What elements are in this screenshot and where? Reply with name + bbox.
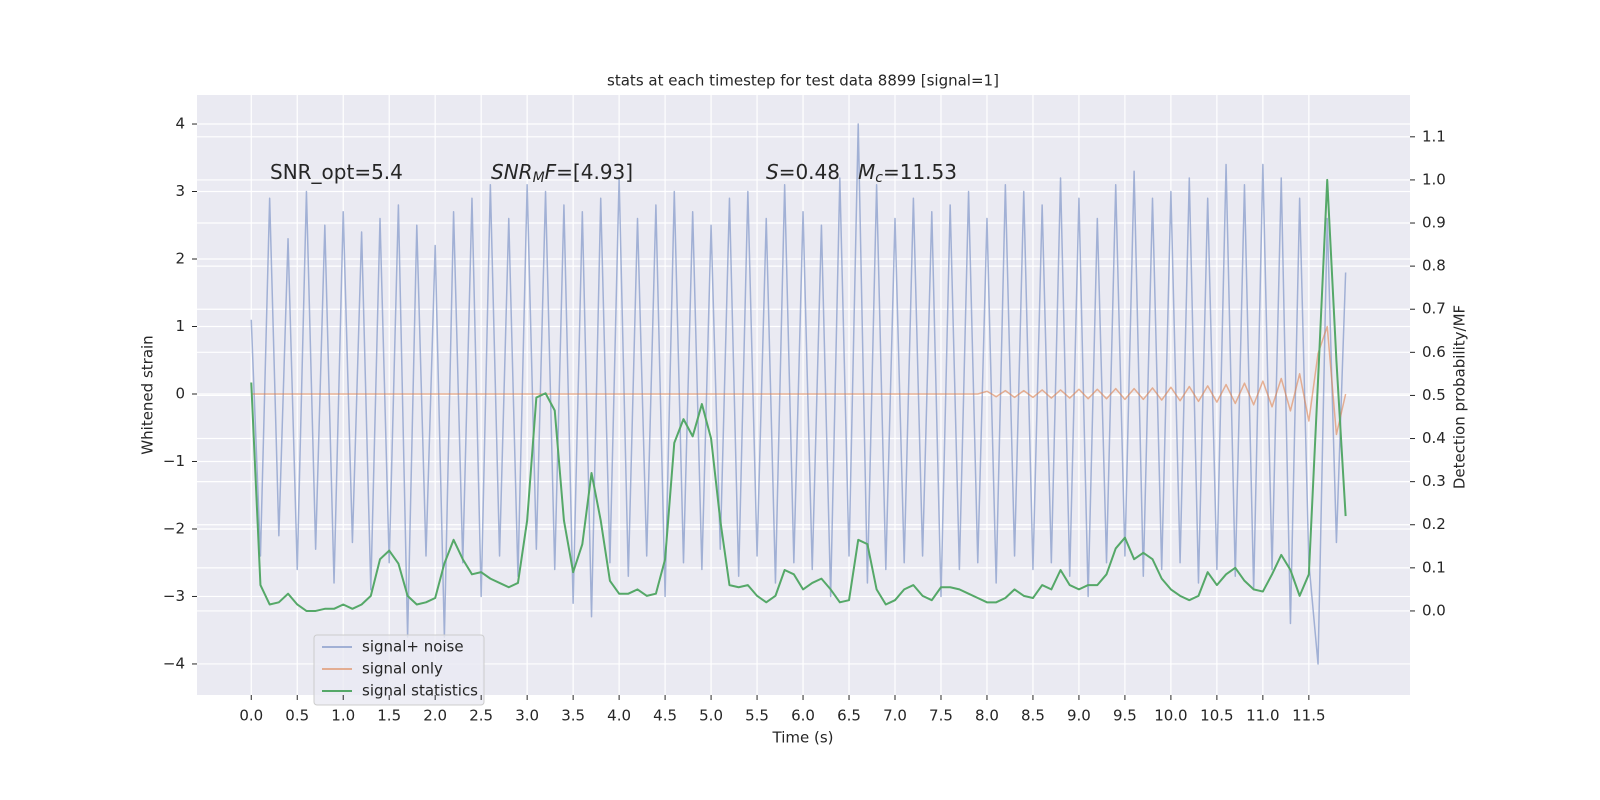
x-axis-label: Time (s): [772, 729, 834, 747]
x-tick-label: 5.5: [745, 707, 769, 725]
y2-tick-label: 0.4: [1422, 429, 1446, 447]
y2-tick-label: 0.1: [1422, 558, 1446, 576]
y-tick-label: −2: [163, 519, 185, 537]
x-tick-label: 4.5: [653, 707, 677, 725]
y-tick-label: 1: [175, 317, 185, 335]
y2-tick-label: 1.1: [1422, 127, 1446, 145]
annotation-part: =[4.93]: [556, 160, 633, 184]
y-tick-label: 2: [175, 250, 185, 268]
x-tick-label: 11.5: [1292, 707, 1325, 725]
x-tick-label: 6.0: [791, 707, 815, 725]
x-tick-label: 0.5: [285, 707, 309, 725]
annotation-part: M: [858, 160, 875, 184]
annotation-part: =0.48: [779, 160, 840, 184]
y2-tick-label: 0.2: [1422, 515, 1446, 533]
x-tick-label: 7.5: [929, 707, 953, 725]
annotation-part: M: [533, 170, 545, 186]
x-tick-label: 8.5: [1021, 707, 1045, 725]
legend: signal+ noise signal only signal statistic…: [322, 638, 478, 700]
x-tick-label: 4.0: [607, 707, 631, 725]
x-tick-label: 7.0: [883, 707, 907, 725]
x-tick-label: 1.0: [331, 707, 355, 725]
y-tick-label: 4: [175, 115, 185, 133]
x-tick-label: 2.5: [469, 707, 493, 725]
y2-tick-label: 0.7: [1422, 300, 1446, 318]
series-line: [250, 178, 1347, 612]
chart-title: stats at each timestep for test data 889…: [607, 72, 999, 90]
legend-label: signal only: [362, 660, 443, 678]
x-tick-label: 6.5: [837, 707, 861, 725]
x-tick-label: 0.0: [239, 707, 263, 725]
x-tick-label: 2.0: [423, 707, 447, 725]
y2-tick-label: 1.0: [1422, 170, 1446, 188]
y2-tick-label: 0.5: [1422, 386, 1446, 404]
x-tick-label: 3.5: [561, 707, 585, 725]
y2-tick-label: 0.6: [1422, 343, 1446, 361]
annotation-part: F: [545, 160, 557, 184]
annotation: S=0.48: [766, 160, 840, 184]
series-line: [250, 123, 1347, 665]
x-tick-label: 8.0: [975, 707, 999, 725]
x-tick-label: 9.0: [1067, 707, 1091, 725]
x-tick-label: 10.5: [1200, 707, 1233, 725]
annotation: Mc=11.53: [858, 160, 957, 187]
series-line: [251, 325, 1347, 436]
x-tick-label: 1.5: [377, 707, 401, 725]
x-tick-label: 11.0: [1246, 707, 1279, 725]
y2-tick-label: 0.9: [1422, 214, 1446, 232]
annotation: SNRMF=[4.93]: [491, 160, 633, 187]
annotation-part: SNR: [491, 160, 533, 184]
legend-box: [313, 634, 485, 706]
annotation-part: =11.53: [883, 160, 957, 184]
y2-tick-label: 0.0: [1422, 601, 1446, 619]
y-tick-label: 3: [175, 182, 185, 200]
annotation-part: S: [766, 160, 779, 184]
x-tick-label: 9.5: [1113, 707, 1137, 725]
x-tick-label: 5.0: [699, 707, 723, 725]
annotation: SNR_opt=5.4: [270, 160, 403, 184]
y2-tick-label: 0.8: [1422, 257, 1446, 275]
y2-axis-label: Detection probability/MF: [1451, 305, 1469, 489]
y-tick-label: −3: [163, 587, 185, 605]
y-tick-label: 0: [175, 384, 185, 402]
annotation-part: c: [875, 170, 883, 186]
plot-marks: [250, 123, 1347, 665]
annotation-part: SNR_opt=5.4: [270, 160, 403, 184]
y2-tick-label: 0.3: [1422, 472, 1446, 490]
y-tick-label: −1: [163, 452, 185, 470]
y-axis-label: Whitened strain: [139, 335, 157, 454]
legend-label: signal statistics: [362, 682, 478, 700]
y-tick-label: −4: [163, 654, 185, 672]
x-tick-label: 3.0: [515, 707, 539, 725]
x-tick-label: 10.0: [1154, 707, 1187, 725]
legend-label: signal+ noise: [362, 638, 464, 656]
